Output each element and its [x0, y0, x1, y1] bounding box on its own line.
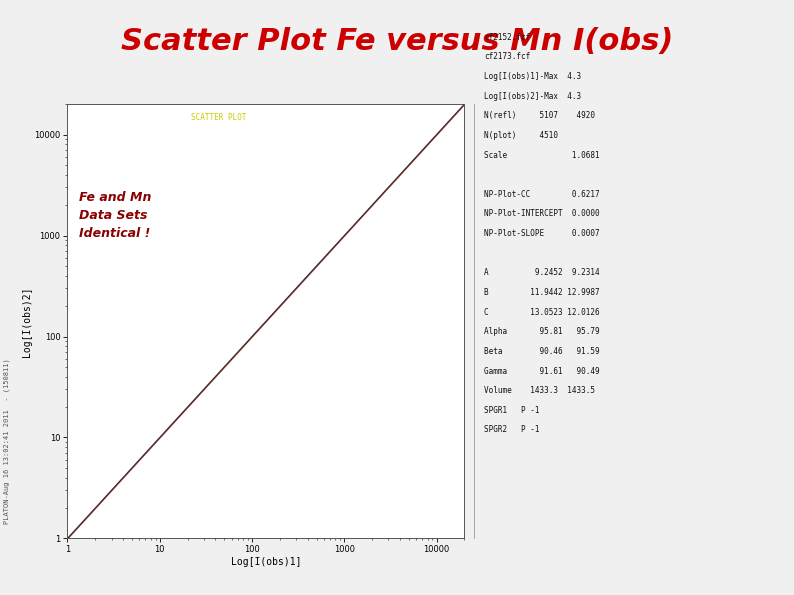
- Text: NP-Plot-SLOPE      0.0007: NP-Plot-SLOPE 0.0007: [484, 229, 600, 238]
- Text: PLATON-Aug 16 13:02:41 2011  - (150811): PLATON-Aug 16 13:02:41 2011 - (150811): [4, 358, 10, 524]
- Text: Beta        90.46   91.59: Beta 90.46 91.59: [484, 347, 600, 356]
- Text: NP-Plot-INTERCEPT  0.0000: NP-Plot-INTERCEPT 0.0000: [484, 209, 600, 218]
- Text: Log[I(obs)2]-Max  4.3: Log[I(obs)2]-Max 4.3: [484, 92, 581, 101]
- Text: SPGR1   P -1: SPGR1 P -1: [484, 406, 540, 415]
- Text: C         13.0523 12.0126: C 13.0523 12.0126: [484, 308, 600, 317]
- Text: cf2173.fcf: cf2173.fcf: [484, 52, 530, 61]
- Y-axis label: Log[I(obs)2]: Log[I(obs)2]: [21, 286, 32, 356]
- Text: Log[I(obs)1]-Max  4.3: Log[I(obs)1]-Max 4.3: [484, 72, 581, 81]
- Text: SCATTER PLOT: SCATTER PLOT: [191, 113, 246, 122]
- Text: B         11.9442 12.9987: B 11.9442 12.9987: [484, 288, 600, 297]
- Text: NP-Plot-CC         0.6217: NP-Plot-CC 0.6217: [484, 190, 600, 199]
- Text: Scale              1.0681: Scale 1.0681: [484, 151, 600, 159]
- Text: SPGR2   P -1: SPGR2 P -1: [484, 425, 540, 434]
- Text: N(refl)     5107    4920: N(refl) 5107 4920: [484, 111, 596, 120]
- Text: N(plot)     4510: N(plot) 4510: [484, 131, 558, 140]
- Text: Scatter Plot Fe versus Mn I(obs): Scatter Plot Fe versus Mn I(obs): [121, 27, 673, 56]
- X-axis label: Log[I(obs)1]: Log[I(obs)1]: [231, 557, 301, 567]
- Text: Gamma       91.61   90.49: Gamma 91.61 90.49: [484, 367, 600, 375]
- Text: A          9.2452  9.2314: A 9.2452 9.2314: [484, 268, 600, 277]
- Text: Fe and Mn
Data Sets
Identical !: Fe and Mn Data Sets Identical !: [79, 191, 152, 240]
- Text: cf2152.fcf: cf2152.fcf: [484, 33, 530, 42]
- Text: Volume    1433.3  1433.5: Volume 1433.3 1433.5: [484, 386, 596, 395]
- Text: Alpha       95.81   95.79: Alpha 95.81 95.79: [484, 327, 600, 336]
